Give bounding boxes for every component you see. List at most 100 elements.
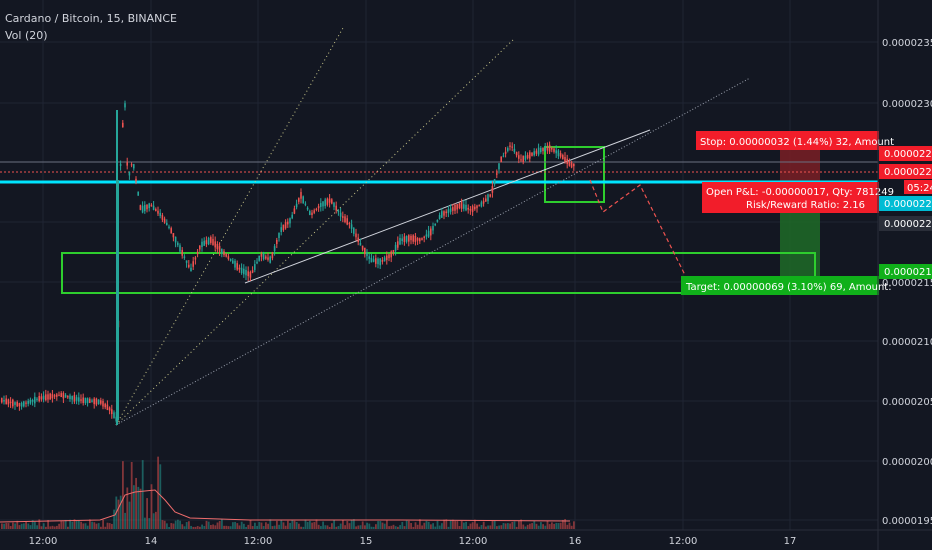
volume-bar [320, 526, 322, 529]
volume-bar [331, 523, 333, 529]
candle-body [469, 209, 472, 211]
volume-bar [496, 526, 498, 529]
candle-body [434, 223, 436, 226]
volume-bar [18, 525, 21, 529]
target-price-tag: 0.00002156 [879, 264, 932, 279]
candle-body [467, 207, 469, 210]
spike-candle-body [116, 180, 119, 420]
candle-body [38, 396, 40, 402]
time-axis[interactable]: 12:00 14 12:00 15 12:00 16 12:00 17 [29, 536, 797, 547]
projected-path[interactable] [589, 179, 686, 276]
range-box[interactable] [61, 252, 816, 294]
volume-bar [559, 522, 562, 529]
candle-body [199, 245, 201, 250]
volume-bar [168, 526, 170, 529]
price-tick-label: 0.00002000 [882, 457, 932, 468]
volume-bar [27, 523, 30, 529]
candle-body [210, 237, 212, 243]
price-axis[interactable]: 0.00002350 0.00002300 0.00002156 0.00002100… [882, 38, 932, 527]
candle-body [60, 393, 62, 398]
volume-bar [306, 522, 309, 529]
volume-bar [372, 526, 375, 529]
target-label[interactable]: Target: 0.00000069 (3.10%) 69, Amount: [681, 276, 892, 295]
candle-body [526, 154, 529, 159]
candle-body [53, 395, 56, 397]
volume-bar [225, 525, 228, 529]
volume-bar [454, 521, 456, 529]
volume-bar [205, 520, 208, 529]
volume-bar [91, 521, 93, 529]
candle-body [113, 412, 115, 419]
volume-indicator-label[interactable]: Vol (20) [5, 29, 48, 42]
candle-body [280, 227, 282, 233]
volume-bar [289, 522, 291, 529]
trend-line-dotted[interactable] [115, 77, 751, 426]
volume-bar [188, 521, 190, 529]
volume-bar [465, 521, 467, 529]
candle-body [212, 238, 214, 246]
candle-body [258, 255, 260, 261]
entry-box[interactable] [544, 146, 605, 203]
volume-bar [526, 524, 529, 529]
candle-body [366, 252, 368, 256]
time-tick-label: 14 [145, 536, 158, 547]
volume-bar [562, 519, 564, 529]
price-tick-label: 0.00002050 [882, 397, 932, 408]
candle-body [546, 146, 549, 151]
volume-bar [273, 525, 276, 529]
volume-bar [419, 519, 421, 529]
candle-body [449, 208, 452, 212]
candle-body [174, 236, 177, 243]
volume-bar [533, 520, 536, 529]
volume-bar [353, 519, 355, 529]
volume-bar [500, 525, 503, 529]
gann-fan[interactable] [115, 27, 516, 426]
volume-bar [223, 525, 225, 529]
candle-body [498, 163, 500, 170]
candle-body [304, 203, 307, 205]
candle-body [399, 237, 401, 245]
volume-bar [34, 521, 36, 529]
candle-body [410, 235, 412, 241]
volume-bar [161, 520, 164, 529]
candle-body [111, 409, 113, 415]
candle-body [496, 173, 498, 175]
volume-bar [80, 521, 82, 529]
volume-bar [298, 523, 300, 529]
volume-bar [531, 523, 533, 529]
volume-bar [394, 526, 397, 529]
volume-bar [271, 526, 274, 529]
volume-bar [133, 485, 135, 529]
candle-body [522, 155, 524, 163]
volume-bar [124, 512, 126, 529]
candle-body [372, 259, 375, 262]
volume-bar [278, 524, 280, 529]
candle-body [313, 210, 315, 213]
candle-body [236, 263, 238, 270]
volume-bar [573, 521, 575, 529]
volume-bar [119, 495, 122, 529]
volume-bar [452, 519, 454, 529]
volume-bar [540, 522, 542, 529]
candle-body [474, 206, 476, 210]
candle-body [16, 401, 18, 407]
volume-bar [315, 519, 318, 529]
volume-bar [170, 523, 173, 529]
volume-bar [443, 519, 445, 529]
stop-label[interactable]: Stop: 0.00000032 (1.44%) 32, Amount [696, 131, 894, 150]
volume-bar [524, 526, 527, 529]
volume-bar [64, 519, 67, 529]
volume-bar [276, 520, 278, 529]
candle-body [265, 256, 267, 259]
svg-text:0.00002242: 0.00002242 [884, 167, 932, 178]
candle-body [192, 261, 194, 267]
trend-line[interactable] [244, 129, 651, 284]
volume-bar [350, 519, 353, 529]
candle-body [119, 164, 122, 166]
volume-bar [36, 525, 38, 529]
pnl-label[interactable]: Open P&L: -0.00000017, Qty: 781249 Risk/… [702, 182, 894, 213]
volume-bar [359, 525, 362, 529]
candle-body [45, 394, 47, 401]
candle-body [427, 230, 430, 237]
